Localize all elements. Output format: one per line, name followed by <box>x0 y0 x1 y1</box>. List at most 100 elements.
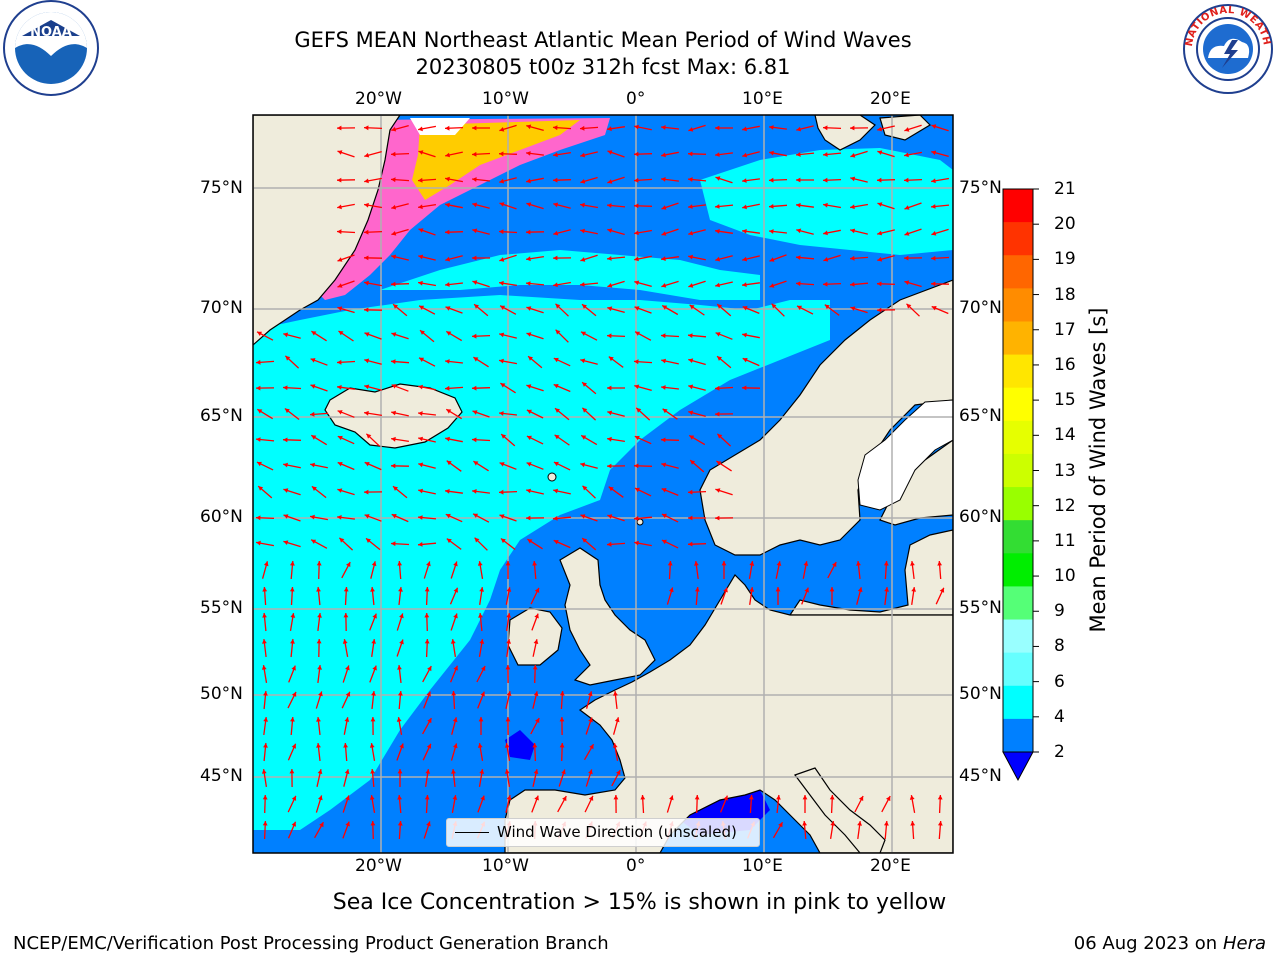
wind-wave-arrowhead <box>370 769 375 774</box>
wind-wave-arrowhead <box>364 178 369 184</box>
wind-wave-arrowhead <box>769 204 774 209</box>
wind-wave-arrowhead <box>634 540 639 546</box>
wind-wave-arrowhead <box>689 435 695 440</box>
wind-wave-arrowhead <box>370 587 375 592</box>
wind-wave-arrowhead <box>661 333 666 339</box>
wind-wave-arrowhead <box>877 202 883 207</box>
wind-wave-arrowhead <box>339 537 345 543</box>
wind-wave-arrowhead <box>391 384 397 389</box>
wind-wave-arrowhead <box>337 204 342 210</box>
colorbar-tick-label: 15 <box>1054 390 1076 411</box>
wind-wave-arrowhead <box>607 306 613 312</box>
land-svalbard <box>814 115 876 151</box>
colorbar-segment <box>1003 420 1033 455</box>
wind-wave-arrowhead <box>473 513 479 518</box>
wind-wave-arrowhead <box>608 486 614 492</box>
wind-wave-arrowhead <box>418 515 423 520</box>
colorbar-tick-label: 9 <box>1054 601 1065 622</box>
lat-tick-left-55: 55°N <box>200 598 243 618</box>
lon-tick-top-3: 0° <box>626 89 646 109</box>
wind-wave-arrowhead <box>311 539 317 544</box>
wind-wave-arrowhead <box>474 537 480 543</box>
wind-wave-arrowhead <box>262 821 268 826</box>
wind-wave-arrowhead <box>398 691 403 696</box>
wind-wave-arrowhead <box>612 743 618 748</box>
wind-wave-arrowhead <box>526 384 532 389</box>
wind-wave-arrowhead <box>426 691 431 697</box>
wind-wave-arrowhead <box>283 332 289 338</box>
colorbar-tick-label: 10 <box>1054 566 1076 587</box>
colorbar <box>1002 188 1039 782</box>
wind-wave-arrowhead <box>771 303 777 309</box>
wind-wave-arrowhead <box>364 280 369 286</box>
wind-wave-arrowhead <box>477 743 483 748</box>
wind-wave-arrowhead <box>504 769 510 774</box>
wind-wave-arrowhead <box>526 151 531 156</box>
colorbar-tick-label: 17 <box>1054 319 1076 340</box>
lat-tick-right-45: 45°N <box>959 766 1002 786</box>
wind-wave-arrowhead <box>877 230 883 236</box>
nws-logo: NATIONAL WEATHER SERVICE <box>1178 0 1273 94</box>
wind-wave-arrowhead <box>715 256 721 262</box>
wind-wave-arrowhead <box>399 613 404 619</box>
colorbar-segment <box>1003 553 1033 587</box>
colorbar-segment <box>1003 321 1033 356</box>
wind-wave-arrowhead <box>553 540 559 545</box>
wind-wave-arrowhead <box>344 717 350 722</box>
wind-wave-arrowhead <box>290 639 295 644</box>
wind-wave-arrowhead <box>478 613 483 618</box>
lat-tick-left-70: 70°N <box>200 298 243 318</box>
wind-wave-arrowhead <box>931 281 936 287</box>
wind-wave-arrowhead <box>310 514 315 520</box>
wind-wave-arrowhead <box>364 384 370 390</box>
wind-wave-arrowhead <box>796 177 801 183</box>
wind-wave-arrowhead <box>721 561 727 566</box>
wind-wave-arrowhead <box>345 665 350 671</box>
wind-wave-arrowhead <box>398 587 403 592</box>
wind-wave-arrowhead <box>553 152 558 158</box>
wind-wave-arrowhead <box>661 283 667 288</box>
colorbar-segment <box>1003 189 1033 223</box>
wind-wave-arrowhead <box>364 125 369 131</box>
wind-wave-arrowhead <box>884 821 889 826</box>
wind-wave-arrowhead <box>262 587 268 592</box>
wind-wave-arrowhead <box>607 203 612 208</box>
wind-wave-arrowhead <box>937 795 943 800</box>
wind-wave-arrowhead <box>580 152 586 158</box>
wind-wave-arrowhead <box>391 541 396 547</box>
wind-wave-arrowhead <box>715 282 720 288</box>
lon-tick-bottom-2: 10°W <box>482 856 529 876</box>
colorbar-tick-label: 16 <box>1054 354 1076 375</box>
wind-wave-arrowhead <box>256 540 261 546</box>
bothnia-nodata <box>857 399 953 511</box>
wind-wave-arrowhead <box>688 358 694 363</box>
wind-wave-arrowhead <box>391 410 396 416</box>
wind-wave-arrowhead <box>499 280 504 286</box>
wind-wave-arrowhead <box>366 433 372 439</box>
wind-wave-arrowhead <box>452 795 458 800</box>
wind-wave-arrowhead <box>424 795 430 800</box>
wind-wave-arrowhead <box>317 665 322 670</box>
wind-wave-arrowhead <box>481 666 486 671</box>
wind-wave-arrowhead <box>803 561 809 566</box>
legend-label: Wind Wave Direction (unscaled) <box>497 823 737 841</box>
wind-wave-arrowhead <box>290 717 295 722</box>
wind-wave-arrowhead <box>445 359 450 364</box>
wind-wave-arrowhead <box>364 358 370 364</box>
wind-wave-arrowhead <box>526 332 532 337</box>
wind-wave-arrowhead <box>778 822 783 828</box>
wind-wave-arrowhead <box>291 795 297 801</box>
wind-wave-arrowhead <box>397 665 402 670</box>
wind-wave-arrowhead <box>364 152 370 158</box>
wind-wave-arrowhead <box>742 256 748 262</box>
wind-wave-arrowhead <box>500 538 506 544</box>
wind-wave-arrowhead <box>910 821 916 826</box>
wind-wave-arrowhead <box>310 384 316 389</box>
wind-wave-arrowhead <box>715 125 720 131</box>
wind-wave-arrowhead <box>588 795 594 801</box>
wind-wave-arrowhead <box>749 587 755 592</box>
map-legend: Wind Wave Direction (unscaled) <box>446 818 760 847</box>
wind-wave-arrowhead <box>553 125 558 131</box>
wind-wave-arrowhead <box>802 795 808 800</box>
